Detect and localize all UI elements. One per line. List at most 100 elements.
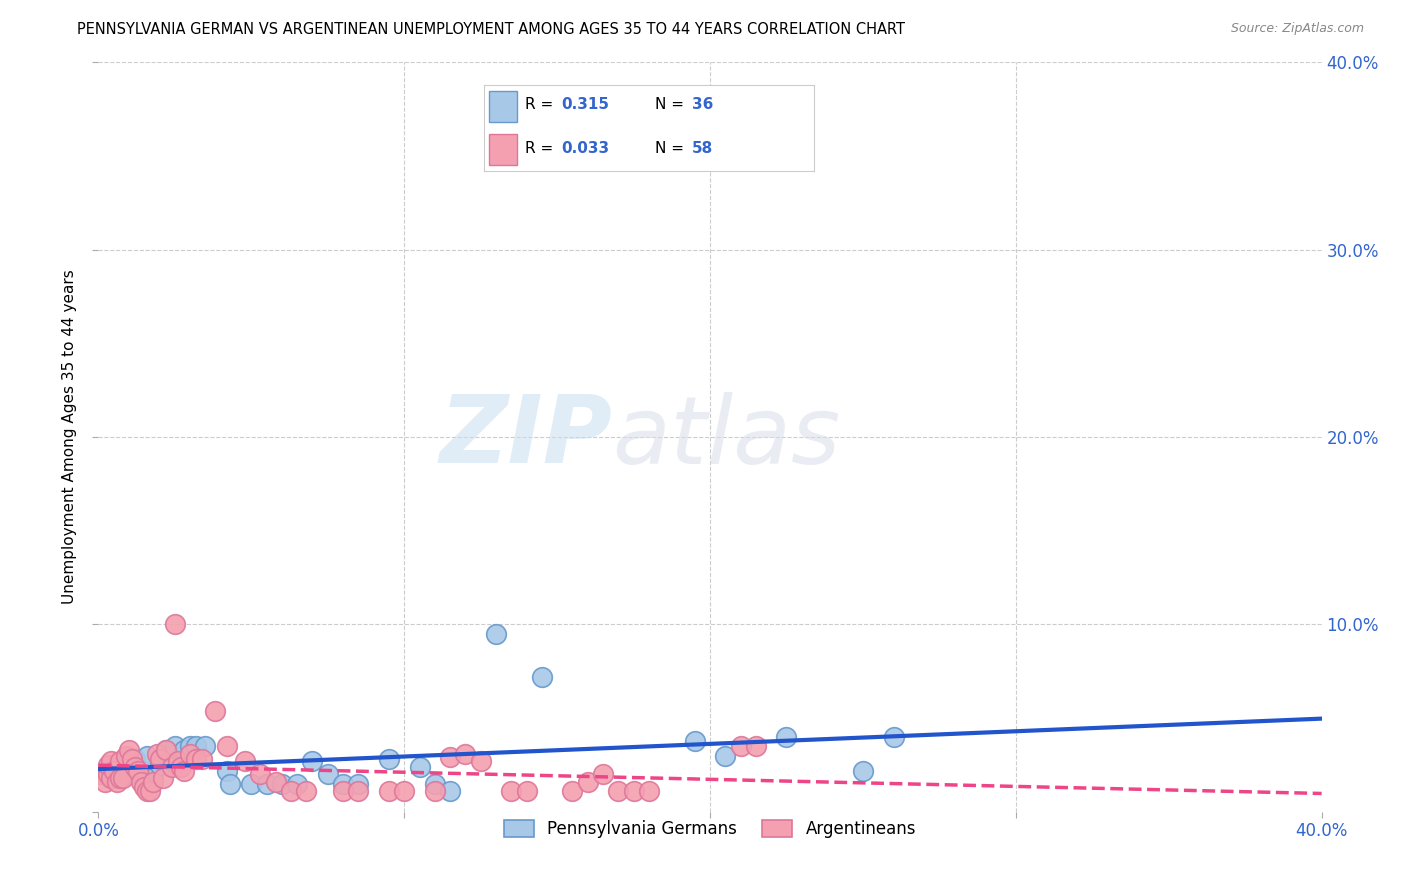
Point bbox=[179, 739, 201, 753]
Point bbox=[607, 784, 630, 798]
Point bbox=[883, 730, 905, 744]
Point bbox=[108, 771, 131, 785]
Point bbox=[139, 784, 162, 798]
Point bbox=[423, 776, 446, 791]
Point bbox=[105, 771, 128, 785]
Point bbox=[167, 754, 190, 768]
Point bbox=[97, 767, 120, 781]
Point bbox=[93, 774, 115, 789]
Point bbox=[124, 760, 146, 774]
Point bbox=[145, 747, 167, 761]
Point bbox=[714, 748, 737, 763]
Point bbox=[378, 752, 401, 766]
Point bbox=[194, 739, 217, 753]
Point bbox=[485, 626, 508, 640]
Point bbox=[149, 752, 172, 766]
Point bbox=[186, 739, 208, 753]
Point bbox=[240, 776, 263, 791]
Point bbox=[149, 758, 172, 772]
Point bbox=[301, 754, 323, 768]
Point bbox=[111, 771, 134, 785]
Point bbox=[233, 754, 256, 768]
Point bbox=[124, 752, 146, 766]
Point bbox=[163, 617, 186, 632]
Point bbox=[392, 784, 416, 798]
Point bbox=[775, 730, 797, 744]
Point bbox=[295, 784, 318, 798]
Point bbox=[530, 670, 553, 684]
Point bbox=[852, 764, 875, 778]
Point bbox=[264, 774, 287, 789]
Point bbox=[111, 758, 134, 772]
Point bbox=[745, 739, 768, 753]
Point bbox=[142, 771, 165, 785]
Point bbox=[134, 764, 156, 778]
Point bbox=[408, 760, 430, 774]
Point bbox=[623, 784, 645, 798]
Point bbox=[454, 747, 477, 761]
Point bbox=[160, 760, 183, 774]
Point bbox=[378, 784, 401, 798]
Point bbox=[127, 764, 149, 778]
Point bbox=[439, 750, 461, 764]
Point bbox=[152, 771, 174, 785]
Point bbox=[683, 733, 706, 747]
Point bbox=[129, 774, 152, 789]
Point bbox=[118, 767, 141, 781]
Point bbox=[142, 774, 165, 789]
Point bbox=[155, 743, 177, 757]
Point bbox=[173, 743, 195, 757]
Point bbox=[347, 776, 370, 791]
Point bbox=[501, 784, 523, 798]
Text: atlas: atlas bbox=[612, 392, 841, 483]
Point bbox=[730, 739, 752, 753]
Point bbox=[97, 764, 120, 778]
Point bbox=[576, 774, 599, 789]
Point bbox=[270, 776, 292, 791]
Point bbox=[280, 784, 302, 798]
Point bbox=[423, 784, 446, 798]
Point bbox=[179, 747, 201, 761]
Legend: Pennsylvania Germans, Argentineans: Pennsylvania Germans, Argentineans bbox=[498, 814, 922, 845]
Point bbox=[316, 767, 339, 781]
Point bbox=[249, 767, 271, 781]
Point bbox=[100, 771, 122, 785]
Point bbox=[332, 776, 354, 791]
Point bbox=[439, 784, 461, 798]
Point bbox=[592, 767, 614, 781]
Point bbox=[186, 752, 208, 766]
Point bbox=[561, 784, 583, 798]
Point bbox=[215, 764, 238, 778]
Point bbox=[105, 774, 128, 789]
Point bbox=[332, 784, 354, 798]
Point bbox=[121, 752, 143, 766]
Point bbox=[191, 752, 214, 766]
Point bbox=[516, 784, 538, 798]
Point bbox=[134, 780, 156, 795]
Point bbox=[100, 754, 122, 768]
Point bbox=[204, 704, 226, 718]
Text: ZIP: ZIP bbox=[439, 391, 612, 483]
Point bbox=[285, 776, 308, 791]
Point bbox=[118, 743, 141, 757]
Point bbox=[155, 743, 177, 757]
Point bbox=[256, 776, 278, 791]
Point bbox=[215, 739, 238, 753]
Point bbox=[470, 754, 492, 768]
Point bbox=[97, 758, 120, 772]
Text: Source: ZipAtlas.com: Source: ZipAtlas.com bbox=[1230, 22, 1364, 36]
Point bbox=[173, 764, 195, 778]
Text: PENNSYLVANIA GERMAN VS ARGENTINEAN UNEMPLOYMENT AMONG AGES 35 TO 44 YEARS CORREL: PENNSYLVANIA GERMAN VS ARGENTINEAN UNEMP… bbox=[77, 22, 905, 37]
Y-axis label: Unemployment Among Ages 35 to 44 years: Unemployment Among Ages 35 to 44 years bbox=[62, 269, 77, 605]
Point bbox=[347, 784, 370, 798]
Point bbox=[219, 776, 242, 791]
Point bbox=[170, 760, 193, 774]
Point bbox=[108, 754, 131, 768]
Point bbox=[115, 748, 138, 763]
Point bbox=[637, 784, 661, 798]
Point bbox=[163, 739, 186, 753]
Point bbox=[136, 748, 159, 763]
Point bbox=[103, 764, 125, 778]
Point bbox=[90, 767, 112, 781]
Point bbox=[136, 784, 159, 798]
